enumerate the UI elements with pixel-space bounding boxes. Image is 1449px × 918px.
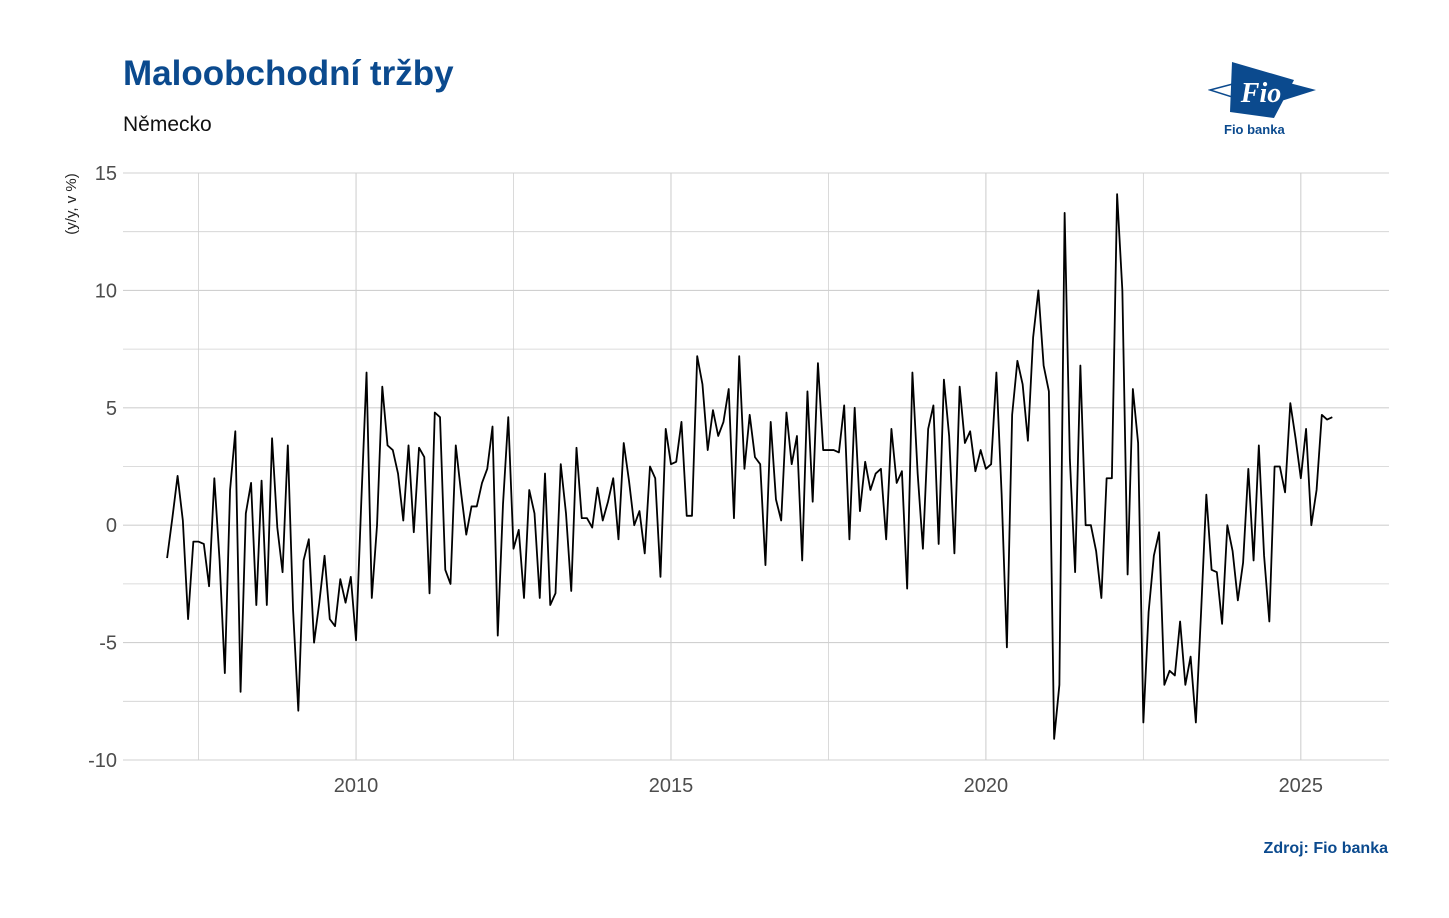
series-group bbox=[166, 193, 1333, 740]
fio-logo-icon: Fio bbox=[1208, 62, 1316, 118]
logo-text: Fio bbox=[1240, 78, 1281, 109]
x-tick-label: 2020 bbox=[964, 775, 1009, 797]
y-tick-label: 5 bbox=[106, 398, 117, 420]
x-axis-ticks: 2010 2015 2020 2025 bbox=[334, 775, 1323, 797]
x-tick-label: 2025 bbox=[1279, 775, 1324, 797]
y-tick-label: -5 bbox=[99, 633, 117, 655]
y-tick-label: 15 bbox=[95, 163, 117, 185]
y-tick-label: -10 bbox=[88, 750, 117, 772]
chart-title: Maloobchodní tržby bbox=[123, 54, 454, 93]
y-tick-label: 0 bbox=[106, 515, 117, 537]
y-axis-ticks: 15 10 5 0 -5 -10 bbox=[88, 163, 117, 772]
y-axis-label: (y/y, v %) bbox=[63, 173, 80, 234]
chart-subtitle: Německo bbox=[123, 113, 212, 136]
source-note: Zdroj: Fio banka bbox=[1263, 840, 1388, 857]
logo-caption: Fio banka bbox=[1224, 122, 1285, 137]
series-line bbox=[166, 193, 1333, 740]
x-tick-label: 2015 bbox=[649, 775, 694, 797]
y-tick-label: 10 bbox=[95, 280, 117, 302]
x-tick-label: 2010 bbox=[334, 775, 379, 797]
logo-center-shield bbox=[1230, 62, 1294, 118]
